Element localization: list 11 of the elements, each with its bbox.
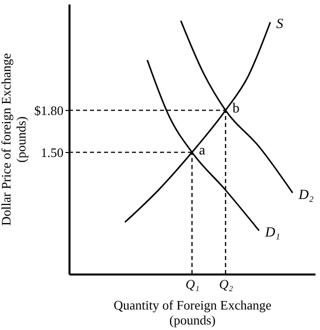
- annotation: a: [199, 143, 206, 158]
- x-tick-label: Q₁: [186, 276, 200, 292]
- series-label: S: [276, 17, 284, 32]
- series-label: D₂: [298, 188, 314, 203]
- y-tick-label: 1.50: [40, 144, 64, 160]
- y-tick-label: $1.80: [34, 102, 64, 118]
- x-axis-title: Quantity of Foreign Exchange (pounds): [114, 298, 272, 328]
- annotation: b: [232, 101, 240, 116]
- series-label: D₁: [264, 226, 280, 241]
- x-tick-label: Q₂: [219, 276, 234, 292]
- y-axis-title: Dollar Price of foreign Exchange (pounds): [0, 53, 28, 226]
